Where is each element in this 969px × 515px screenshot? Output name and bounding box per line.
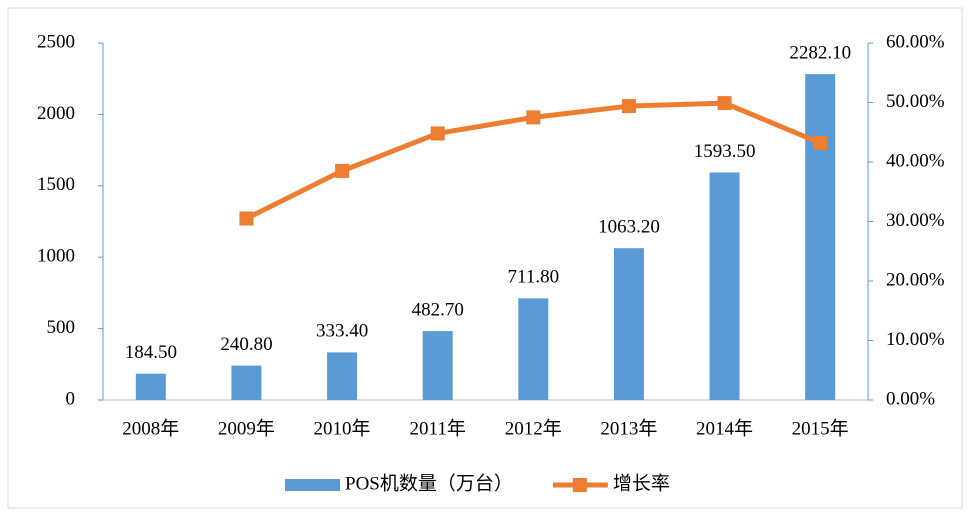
line-marker bbox=[621, 99, 636, 114]
data-label: 1063.20 bbox=[598, 217, 660, 238]
y2-tick-label: 30.00% bbox=[886, 210, 945, 231]
x-tick-label: 2015年 bbox=[792, 417, 849, 439]
line-marker bbox=[335, 163, 350, 178]
bar bbox=[327, 352, 358, 400]
x-tick-label: 2013年 bbox=[600, 417, 657, 439]
x-tick-label: 2008年 bbox=[122, 417, 179, 439]
legend-label: POS机数量（万台） bbox=[345, 472, 513, 494]
bar bbox=[422, 331, 453, 400]
y2-tick-label: 0.00% bbox=[886, 388, 935, 409]
line-marker bbox=[813, 135, 828, 150]
x-tick-label: 2011年 bbox=[410, 417, 466, 439]
legend-swatch bbox=[285, 479, 340, 491]
bar bbox=[231, 365, 262, 400]
x-tick-label: 2012年 bbox=[505, 417, 562, 439]
y2-tick-label: 20.00% bbox=[886, 269, 945, 290]
data-label: 2282.10 bbox=[789, 42, 851, 63]
y-tick-label: 1000 bbox=[37, 246, 75, 267]
x-tick-label: 2010年 bbox=[314, 417, 371, 439]
legend-label: 增长率 bbox=[613, 472, 670, 494]
y-tick-label: 2500 bbox=[37, 31, 75, 52]
line-marker bbox=[239, 211, 254, 226]
data-label: 482.70 bbox=[412, 299, 464, 320]
data-label: 184.50 bbox=[125, 342, 177, 363]
y-tick-label: 1500 bbox=[37, 174, 75, 195]
chart-frame bbox=[7, 7, 963, 509]
y-tick-label: 500 bbox=[47, 317, 76, 338]
y2-tick-label: 60.00% bbox=[886, 31, 945, 52]
legend-swatch bbox=[572, 478, 587, 492]
bar bbox=[613, 248, 644, 400]
y2-tick-label: 10.00% bbox=[886, 329, 945, 350]
y-tick-label: 0 bbox=[66, 388, 76, 409]
line-marker bbox=[526, 110, 541, 125]
x-tick-label: 2014年 bbox=[696, 417, 753, 439]
data-label: 333.40 bbox=[316, 321, 368, 342]
data-label: 711.80 bbox=[508, 267, 560, 288]
y2-tick-label: 50.00% bbox=[886, 91, 945, 112]
line-marker bbox=[717, 96, 732, 111]
data-label: 240.80 bbox=[220, 334, 272, 355]
line-marker bbox=[430, 126, 445, 141]
data-label: 1593.50 bbox=[694, 141, 756, 162]
bar bbox=[135, 373, 166, 400]
x-tick-label: 2009年 bbox=[218, 417, 275, 439]
y-tick-label: 2000 bbox=[37, 103, 75, 124]
bar bbox=[709, 172, 740, 400]
y2-tick-label: 40.00% bbox=[886, 150, 945, 171]
bar bbox=[805, 74, 836, 400]
bar bbox=[518, 298, 549, 400]
